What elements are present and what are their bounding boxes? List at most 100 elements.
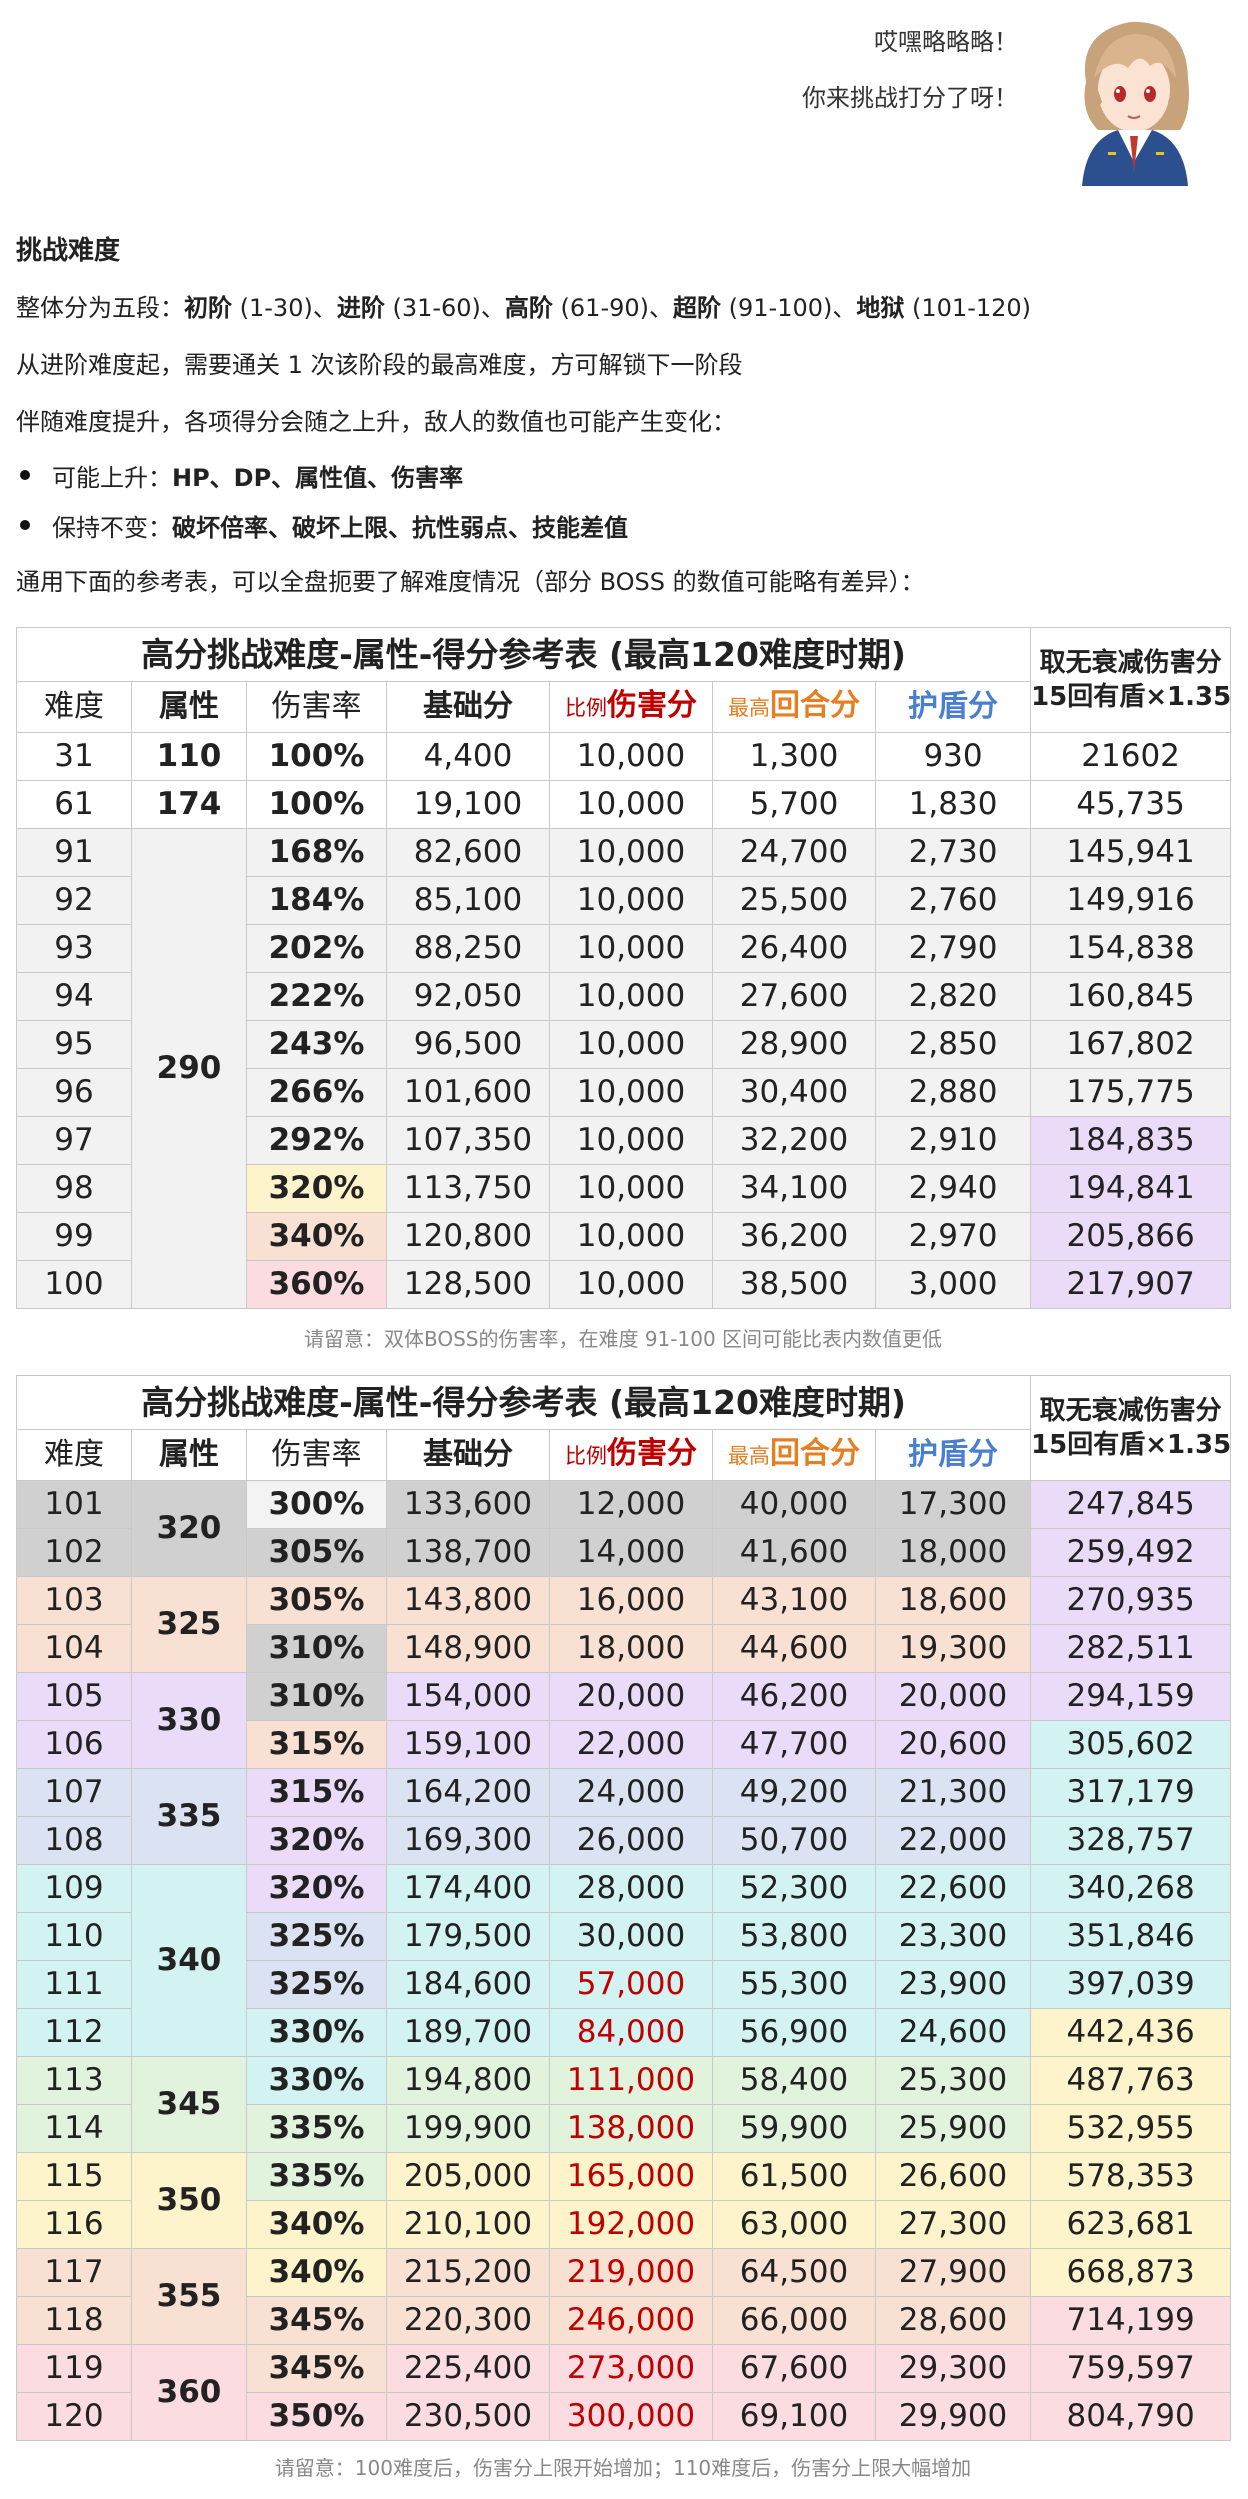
table-title: 高分挑战难度-属性-得分参考表 (最高120难度时期) — [15, 627, 1032, 682]
round-score-cell: 56,900 — [712, 2008, 876, 2057]
shield-score-cell: 23,300 — [874, 1912, 1032, 1961]
dmg-rate-cell: 340% — [246, 1212, 387, 1261]
base-score-cell: 154,000 — [386, 1672, 550, 1721]
round-score-cell: 25,500 — [712, 876, 876, 925]
col-round-score: 最高回合分 — [712, 1429, 876, 1481]
max-damage-cell: 45,735 — [1030, 780, 1232, 829]
shield-score-cell: 18,000 — [874, 1528, 1032, 1577]
dmg-rate-cell: 340% — [246, 2248, 387, 2297]
attr-cell: 320 — [131, 1480, 247, 1577]
attr-cell: 340 — [131, 1864, 247, 2057]
damage-score-cell: 84,000 — [549, 2008, 713, 2057]
tier-name: 地狱 — [856, 294, 905, 322]
difficulty-cell: 120 — [16, 2392, 132, 2441]
round-score-cell: 52,300 — [712, 1864, 876, 1913]
difficulty-cell: 104 — [16, 1624, 132, 1673]
max-damage-cell: 668,873 — [1030, 2248, 1232, 2297]
difficulty-cell: 108 — [16, 1816, 132, 1865]
difficulty-cell: 107 — [16, 1768, 132, 1817]
attr-cell: 325 — [131, 1576, 247, 1673]
col-round-score: 最高回合分 — [712, 681, 876, 733]
round-score-cell: 61,500 — [712, 2152, 876, 2201]
max-damage-cell: 149,916 — [1030, 876, 1232, 925]
attr-cell: 335 — [131, 1768, 247, 1865]
col-attr: 属性 — [131, 681, 247, 733]
score-table-2: 高分挑战难度-属性-得分参考表 (最高120难度时期) 取无衰减伤害分 15回有… — [15, 1375, 1232, 2441]
difficulty-cell: 106 — [16, 1720, 132, 1769]
table-row: 102 305% 138,700 14,000 41,600 18,000 259,492 — [16, 1528, 1232, 1577]
round-score-cell: 69,100 — [712, 2392, 876, 2441]
damage-score-cell: 10,000 — [549, 828, 713, 877]
max-damage-header: 取无衰减伤害分 15回有盾×1.35 — [1030, 627, 1232, 733]
damage-score-cell: 10,000 — [549, 876, 713, 925]
difficulty-cell: 112 — [16, 2008, 132, 2057]
dmg-rate-cell: 310% — [246, 1624, 387, 1673]
damage-score-cell: 10,000 — [549, 1212, 713, 1261]
base-score-cell: 220,300 — [386, 2296, 550, 2345]
speech-line-2: 你来挑战打分了呀！ — [802, 84, 1018, 112]
col-difficulty: 难度 — [16, 1429, 132, 1481]
dmg-rate-cell: 100% — [246, 780, 387, 829]
max-damage-cell: 623,681 — [1030, 2200, 1232, 2249]
table-row: 117 355 340% 215,200 219,000 64,500 27,900 668,… — [16, 2248, 1232, 2345]
base-score-cell: 101,600 — [386, 1068, 550, 1117]
difficulty-cell: 93 — [16, 924, 132, 973]
dmg-rate-cell: 315% — [246, 1720, 387, 1769]
difficulty-cell: 105 — [16, 1672, 132, 1721]
base-score-cell: 133,600 — [386, 1480, 550, 1529]
round-score-cell: 27,600 — [712, 972, 876, 1021]
dmg-rate-cell: 320% — [246, 1864, 387, 1913]
damage-score-cell: 57,000 — [549, 1960, 713, 2009]
round-score-cell: 5,700 — [712, 780, 876, 829]
col-difficulty: 难度 — [16, 681, 132, 733]
tier-range: (31-60) — [384, 294, 481, 322]
max-damage-cell: 442,436 — [1030, 2008, 1232, 2057]
table-row: 105 330 310% 154,000 20,000 46,200 20,000 294,1… — [16, 1672, 1232, 1769]
attr-cell: 290 — [131, 828, 247, 1309]
bullet-dot — [20, 520, 30, 530]
table-row: 97 292% 107,350 10,000 32,200 2,910 184,835 — [16, 1116, 1232, 1165]
unlock-rule: 从进阶难度起，需要通关 1 次该阶段的最高难度，方可解锁下一阶段 — [16, 351, 743, 379]
difficulty-cell: 118 — [16, 2296, 132, 2345]
max-damage-cell: 154,838 — [1030, 924, 1232, 973]
shield-score-cell: 2,790 — [874, 924, 1032, 973]
base-score-cell: 225,400 — [386, 2344, 550, 2393]
damage-score-cell: 246,000 — [549, 2296, 713, 2345]
shield-score-cell: 17,300 — [874, 1480, 1032, 1529]
round-score-cell: 66,000 — [712, 2296, 876, 2345]
max-damage-cell: 217,907 — [1030, 1260, 1232, 1309]
round-score-cell: 53,800 — [712, 1912, 876, 1961]
round-score-cell: 64,500 — [712, 2248, 876, 2297]
damage-score-cell: 12,000 — [549, 1480, 713, 1529]
col-dmg-rate: 伤害率 — [246, 1429, 387, 1481]
difficulty-cell: 109 — [16, 1864, 132, 1913]
dmg-rate-cell: 335% — [246, 2152, 387, 2201]
shield-score-cell: 2,970 — [874, 1212, 1032, 1261]
table-row: 119 360 345% 225,400 273,000 67,600 29,300 759,… — [16, 2344, 1232, 2441]
damage-score-cell: 10,000 — [549, 1260, 713, 1309]
scaling-note: 伴随难度提升，各项得分会随之上升，敌人的数值也可能产生变化： — [16, 408, 736, 436]
max-damage-cell: 270,935 — [1030, 1576, 1232, 1625]
max-damage-cell: 487,763 — [1030, 2056, 1232, 2105]
max-damage-cell: 145,941 — [1030, 828, 1232, 877]
tier-separator: 、 — [649, 294, 674, 322]
round-score-cell: 67,600 — [712, 2344, 876, 2393]
round-score-cell: 38,500 — [712, 1260, 876, 1309]
col-damage-prefix: 比例 — [565, 1444, 607, 1468]
bullet-label: 保持不变： — [52, 514, 172, 542]
col-damage-score: 比例伤害分 — [549, 1429, 713, 1481]
max-damage-header-line2: 15回有盾×1.35 — [1031, 1430, 1231, 1460]
difficulty-cell: 103 — [16, 1576, 132, 1625]
damage-score-cell: 10,000 — [549, 1068, 713, 1117]
max-damage-cell: 160,845 — [1030, 972, 1232, 1021]
round-score-cell: 34,100 — [712, 1164, 876, 1213]
col-damage-score: 比例伤害分 — [549, 681, 713, 733]
base-score-cell: 159,100 — [386, 1720, 550, 1769]
difficulty-cell: 101 — [16, 1480, 132, 1529]
dmg-rate-cell: 335% — [246, 2104, 387, 2153]
dmg-rate-cell: 325% — [246, 1960, 387, 2009]
base-score-cell: 4,400 — [386, 732, 550, 781]
tier-name: 进阶 — [336, 294, 385, 322]
dmg-rate-cell: 266% — [246, 1068, 387, 1117]
difficulty-cell: 115 — [16, 2152, 132, 2201]
